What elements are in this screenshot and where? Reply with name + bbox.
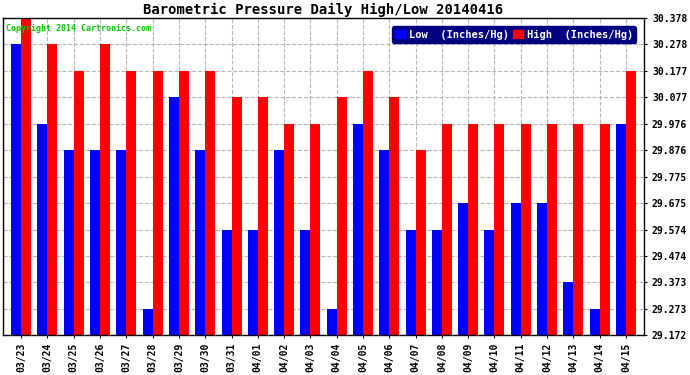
- Bar: [179, 71, 189, 335]
- Bar: [484, 230, 495, 335]
- Bar: [63, 150, 74, 335]
- Bar: [406, 230, 415, 335]
- Bar: [537, 203, 547, 335]
- Bar: [380, 150, 389, 335]
- Legend: Low  (Inches/Hg), High  (Inches/Hg): Low (Inches/Hg), High (Inches/Hg): [392, 27, 636, 43]
- Bar: [511, 203, 521, 335]
- Title: Barometric Pressure Daily High/Low 20140416: Barometric Pressure Daily High/Low 20140…: [144, 3, 504, 17]
- Bar: [573, 124, 583, 335]
- Bar: [326, 309, 337, 335]
- Bar: [284, 124, 294, 335]
- Bar: [205, 71, 215, 335]
- Bar: [363, 71, 373, 335]
- Text: Copyright 2014 Cartronics.com: Copyright 2014 Cartronics.com: [6, 24, 151, 33]
- Bar: [100, 44, 110, 335]
- Bar: [547, 124, 557, 335]
- Bar: [353, 124, 363, 335]
- Bar: [521, 124, 531, 335]
- Bar: [232, 97, 241, 335]
- Bar: [310, 124, 320, 335]
- Bar: [11, 44, 21, 335]
- Bar: [117, 150, 126, 335]
- Bar: [590, 309, 600, 335]
- Bar: [195, 150, 205, 335]
- Bar: [389, 97, 400, 335]
- Bar: [458, 203, 469, 335]
- Bar: [563, 282, 573, 335]
- Bar: [626, 71, 636, 335]
- Bar: [258, 97, 268, 335]
- Bar: [21, 18, 31, 335]
- Bar: [616, 124, 626, 335]
- Bar: [495, 124, 504, 335]
- Bar: [143, 309, 152, 335]
- Bar: [442, 124, 452, 335]
- Bar: [337, 97, 346, 335]
- Bar: [432, 230, 442, 335]
- Bar: [152, 71, 163, 335]
- Bar: [90, 150, 100, 335]
- Bar: [169, 97, 179, 335]
- Bar: [469, 124, 478, 335]
- Bar: [600, 124, 610, 335]
- Bar: [126, 71, 137, 335]
- Bar: [221, 230, 232, 335]
- Bar: [248, 230, 258, 335]
- Bar: [74, 71, 83, 335]
- Bar: [48, 44, 57, 335]
- Bar: [300, 230, 310, 335]
- Bar: [37, 124, 48, 335]
- Bar: [415, 150, 426, 335]
- Bar: [274, 150, 284, 335]
